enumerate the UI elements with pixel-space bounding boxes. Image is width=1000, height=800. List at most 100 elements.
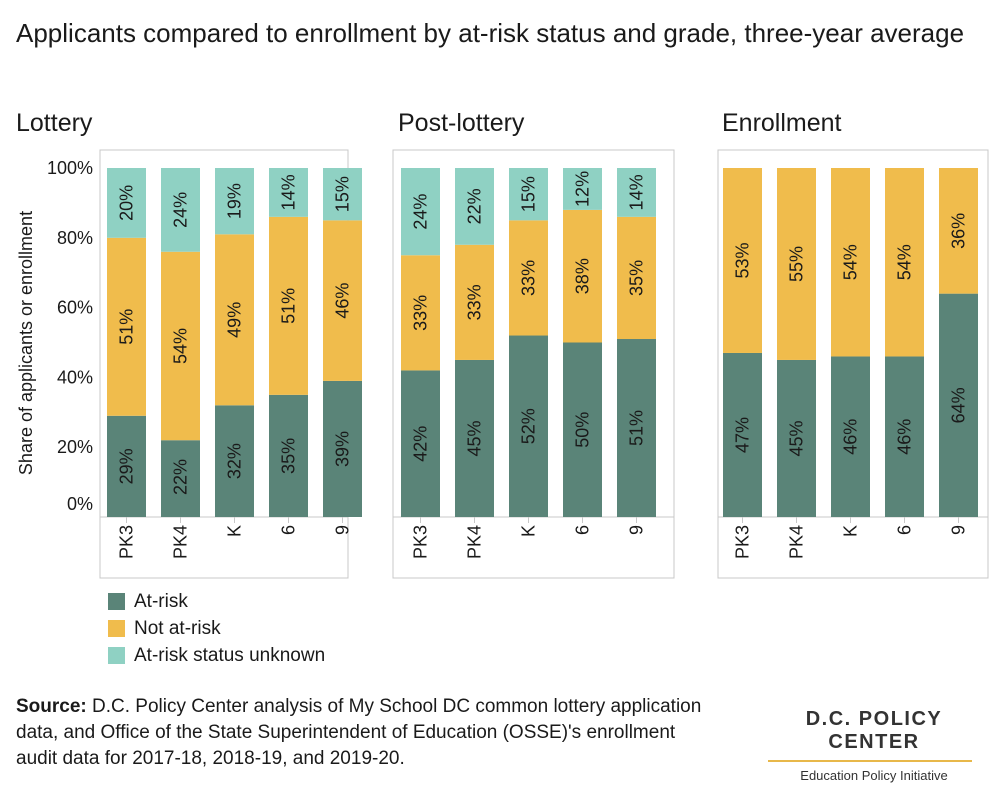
bar-at-risk-2-6 bbox=[563, 342, 602, 517]
data-label-not-at-risk-3-9: 36% bbox=[949, 213, 969, 249]
data-label-at-risk-1-PK3: 29% bbox=[117, 448, 137, 484]
y-axis-label: Share of applicants or enrollment bbox=[16, 211, 36, 475]
data-label-at-risk-2-6: 50% bbox=[573, 412, 593, 448]
data-label-not-at-risk-1-PK4: 54% bbox=[171, 328, 191, 364]
data-label-at-risk-1-PK4: 22% bbox=[171, 459, 191, 495]
legend: At-risk Not at-risk At-risk status unkno… bbox=[108, 588, 325, 669]
legend-swatch-not-at-risk bbox=[108, 620, 125, 637]
bar-not-at-risk-3-6 bbox=[885, 168, 924, 357]
data-label-not-at-risk-3-6: 54% bbox=[895, 244, 915, 280]
x-tick-label-1-K: K bbox=[225, 525, 245, 537]
publisher-logo: D.C. POLICY CENTER Education Policy Init… bbox=[758, 708, 990, 783]
source-label: Source: bbox=[16, 696, 87, 717]
bar-at-risk-3-PK4 bbox=[777, 359, 816, 517]
y-tick-label-60: 60% bbox=[57, 298, 93, 318]
data-label-unknown-2-PK3: 24% bbox=[411, 194, 431, 230]
data-label-unknown-2-K: 15% bbox=[519, 176, 539, 212]
legend-label-unknown: At-risk status unknown bbox=[134, 644, 326, 666]
data-label-at-risk-1-9: 39% bbox=[333, 431, 353, 467]
logo-subtitle: Education Policy Initiative bbox=[800, 768, 948, 783]
bar-at-risk-2-K bbox=[509, 335, 548, 517]
data-label-not-at-risk-2-PK3: 33% bbox=[411, 295, 431, 331]
data-label-not-at-risk-3-PK4: 55% bbox=[787, 246, 807, 282]
data-label-at-risk-3-9: 64% bbox=[949, 387, 969, 423]
bar-not-at-risk-2-9 bbox=[617, 216, 656, 340]
bar-not-at-risk-1-9 bbox=[323, 220, 362, 381]
bar-not-at-risk-1-PK4 bbox=[161, 251, 200, 441]
y-tick-label-40: 40% bbox=[57, 367, 93, 387]
bar-unknown-1-9 bbox=[323, 168, 362, 221]
data-label-not-at-risk-3-K: 54% bbox=[841, 244, 861, 280]
data-label-not-at-risk-3-PK3: 53% bbox=[733, 242, 753, 278]
chart-title: Applicants compared to enrollment by at-… bbox=[16, 18, 965, 48]
data-label-unknown-1-PK3: 20% bbox=[117, 185, 137, 221]
legend-swatch-at-risk bbox=[108, 593, 125, 610]
data-label-at-risk-1-K: 32% bbox=[225, 443, 245, 479]
source-text: D.C. Policy Center analysis of My School… bbox=[16, 696, 702, 769]
data-label-not-at-risk-2-PK4: 33% bbox=[465, 284, 485, 320]
x-tick-label-3-PK4: PK4 bbox=[787, 525, 807, 559]
bar-unknown-2-PK3 bbox=[401, 168, 440, 256]
data-label-unknown-1-6: 14% bbox=[279, 174, 299, 210]
y-tick-label-0: 0% bbox=[67, 494, 93, 514]
x-tick-label-1-PK4: PK4 bbox=[171, 525, 191, 559]
bar-at-risk-2-PK3 bbox=[401, 370, 440, 517]
data-label-not-at-risk-1-9: 46% bbox=[333, 283, 353, 319]
data-label-at-risk-3-PK3: 47% bbox=[733, 417, 753, 453]
legend-label-not-at-risk: Not at-risk bbox=[134, 617, 221, 639]
x-tick-label-3-9: 9 bbox=[949, 525, 969, 535]
data-label-at-risk-3-K: 46% bbox=[841, 419, 861, 455]
bar-unknown-2-9 bbox=[617, 168, 656, 217]
y-tick-label-20: 20% bbox=[57, 437, 93, 457]
data-label-unknown-1-K: 19% bbox=[225, 183, 245, 219]
bar-not-at-risk-1-6 bbox=[269, 216, 308, 395]
data-label-not-at-risk-2-K: 33% bbox=[519, 260, 539, 296]
legend-item-at-risk: At-risk bbox=[108, 588, 325, 615]
data-label-unknown-2-6: 12% bbox=[573, 171, 593, 207]
bar-not-at-risk-1-K bbox=[215, 234, 254, 406]
data-label-not-at-risk-1-PK3: 51% bbox=[117, 309, 137, 345]
bar-at-risk-1-K bbox=[215, 405, 254, 517]
bar-at-risk-2-PK4 bbox=[455, 359, 494, 517]
data-label-not-at-risk-1-K: 49% bbox=[225, 302, 245, 338]
bar-not-at-risk-1-PK3 bbox=[107, 237, 146, 416]
bar-unknown-1-PK4 bbox=[161, 168, 200, 252]
bar-not-at-risk-3-PK4 bbox=[777, 168, 816, 360]
legend-item-unknown: At-risk status unknown bbox=[108, 642, 325, 669]
data-label-at-risk-2-K: 52% bbox=[519, 408, 539, 444]
bar-unknown-2-K bbox=[509, 168, 548, 221]
bar-at-risk-3-9 bbox=[939, 293, 978, 517]
x-tick-label-1-6: 6 bbox=[279, 525, 299, 535]
bar-unknown-1-PK3 bbox=[107, 168, 146, 238]
data-label-at-risk-2-PK4: 45% bbox=[465, 420, 485, 456]
data-label-not-at-risk-1-6: 51% bbox=[279, 288, 299, 324]
legend-swatch-unknown bbox=[108, 647, 125, 664]
legend-label-at-risk: At-risk bbox=[134, 590, 188, 612]
x-tick-label-2-PK3: PK3 bbox=[411, 525, 431, 559]
panel-frame-2 bbox=[392, 149, 675, 579]
data-label-unknown-1-9: 15% bbox=[333, 176, 353, 212]
bar-not-at-risk-3-PK3 bbox=[723, 168, 762, 353]
bar-not-at-risk-2-PK4 bbox=[455, 244, 494, 360]
panel-frame-3 bbox=[717, 149, 989, 579]
data-label-not-at-risk-2-9: 35% bbox=[627, 260, 647, 296]
data-label-at-risk-3-6: 46% bbox=[895, 419, 915, 455]
x-tick-label-2-6: 6 bbox=[573, 525, 593, 535]
bar-at-risk-1-PK4 bbox=[161, 440, 200, 517]
bar-unknown-1-K bbox=[215, 168, 254, 235]
x-tick-label-2-9: 9 bbox=[627, 525, 647, 535]
y-tick-label-80: 80% bbox=[57, 228, 93, 248]
bar-unknown-1-6 bbox=[269, 168, 308, 217]
y-tick-label-100: 100% bbox=[47, 158, 93, 178]
data-label-at-risk-3-PK4: 45% bbox=[787, 420, 807, 456]
data-label-at-risk-1-6: 35% bbox=[279, 438, 299, 474]
panel-title-enrollment: Enrollment bbox=[722, 109, 842, 137]
bar-not-at-risk-2-K bbox=[509, 220, 548, 336]
logo-org-name: D.C. POLICY CENTER bbox=[805, 708, 943, 753]
bar-unknown-2-PK4 bbox=[455, 168, 494, 245]
data-label-at-risk-2-PK3: 42% bbox=[411, 426, 431, 462]
x-tick-label-1-9: 9 bbox=[333, 525, 353, 535]
bar-at-risk-1-PK3 bbox=[107, 415, 146, 517]
bar-at-risk-3-PK3 bbox=[723, 352, 762, 517]
